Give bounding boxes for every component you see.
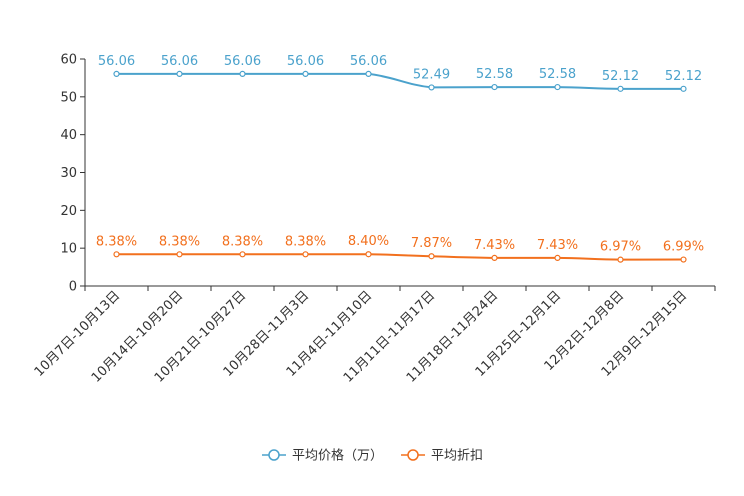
data-label: 52.58 — [476, 67, 513, 82]
data-point — [365, 70, 372, 78]
data-label: 8.38% — [285, 234, 326, 249]
series-2: 8.38% 8.38% 8.38% 8.38% 8.40% 7.87% 7.43% 7.43%… — [96, 234, 704, 263]
series-layer: 56.06 56.06 56.06 56.06 56.06 52.49 52.58 52.58… — [96, 54, 704, 263]
series-line — [116, 253, 684, 261]
y-tick-label: 20 — [60, 204, 77, 219]
data-label: 56.06 — [287, 54, 324, 69]
data-label: 52.49 — [413, 67, 450, 82]
data-label: 6.99% — [663, 240, 704, 255]
data-point — [239, 251, 246, 258]
data-label: 56.06 — [224, 54, 261, 69]
data-label: 56.06 — [161, 54, 198, 69]
data-label: 6.97% — [600, 240, 641, 255]
data-point — [554, 83, 561, 91]
data-label: 7.43% — [537, 238, 578, 253]
data-point — [491, 254, 498, 261]
data-point — [302, 70, 309, 78]
y-tick-label: 0 — [69, 280, 77, 295]
data-label: 7.87% — [411, 236, 452, 251]
data-label: 56.06 — [98, 54, 135, 69]
data-point — [428, 253, 435, 260]
legend-item-2: 平均折扣 — [401, 449, 483, 464]
data-label: 7.43% — [474, 238, 515, 253]
data-label: 52.12 — [665, 69, 702, 84]
data-point — [176, 251, 183, 258]
axes: 010203040506010月7日-10月13日10月14日-10月20日10… — [32, 53, 716, 386]
data-point — [176, 70, 183, 78]
y-tick-label: 10 — [60, 242, 77, 257]
data-point — [113, 70, 120, 78]
series-1: 56.06 56.06 56.06 56.06 56.06 52.49 52.58 52.58… — [98, 54, 702, 92]
data-label: 8.38% — [96, 234, 137, 249]
legend-marker — [407, 449, 419, 461]
data-label: 52.58 — [539, 67, 576, 82]
data-point — [617, 256, 624, 263]
legend-label: 平均折扣 — [431, 449, 483, 464]
y-tick-label: 50 — [60, 90, 77, 105]
data-point — [554, 254, 561, 261]
y-tick-label: 40 — [60, 128, 77, 143]
y-tick-label: 60 — [60, 53, 77, 68]
data-point — [680, 256, 687, 263]
legend-item-1: 平均价格（万） — [262, 448, 383, 464]
data-point — [365, 251, 372, 258]
data-label: 8.40% — [348, 234, 389, 249]
data-point — [491, 83, 498, 91]
y-tick-label: 30 — [60, 166, 77, 181]
legend-label: 平均价格（万） — [292, 448, 383, 464]
data-point — [113, 251, 120, 258]
data-point — [680, 85, 687, 92]
data-point — [428, 84, 435, 91]
data-label: 56.06 — [350, 54, 387, 69]
data-label: 52.12 — [602, 69, 639, 84]
series-line — [116, 72, 684, 90]
data-label: 8.38% — [222, 234, 263, 249]
data-point — [239, 70, 246, 78]
data-point — [617, 85, 624, 92]
data-point — [302, 251, 309, 258]
data-label: 8.38% — [159, 234, 200, 249]
legend-marker — [268, 449, 280, 461]
legend: 平均价格（万） 平均折扣 — [262, 448, 483, 464]
